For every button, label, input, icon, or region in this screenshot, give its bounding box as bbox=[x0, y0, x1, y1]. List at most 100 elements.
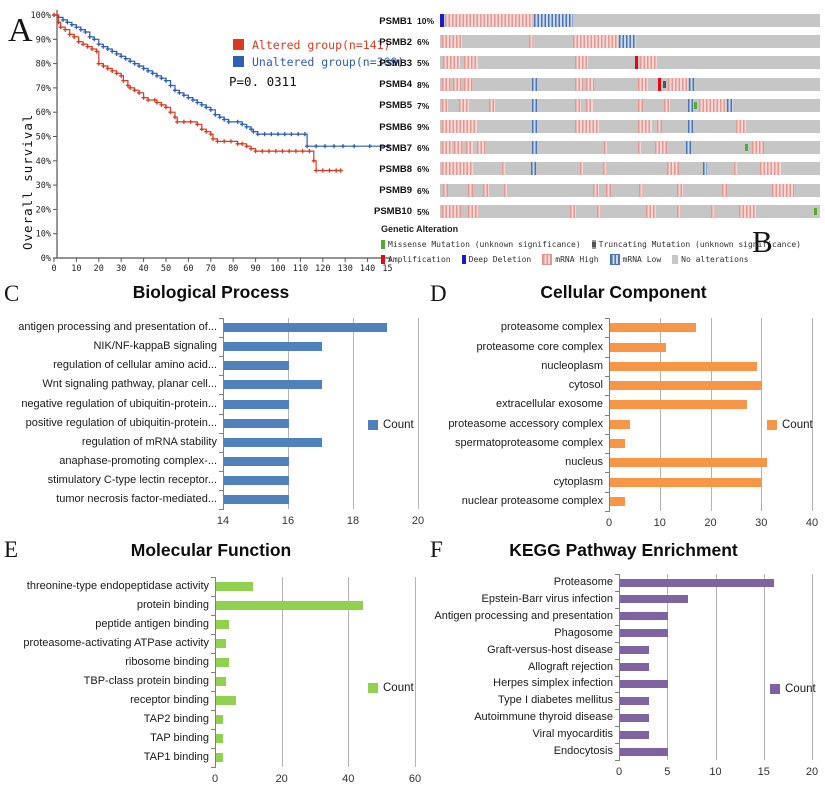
alteration-high bbox=[638, 183, 644, 197]
category-tick bbox=[615, 624, 619, 626]
x-tick-label: 110 bbox=[293, 264, 308, 274]
legend-item-altered: Altered group(n=141) bbox=[233, 36, 404, 53]
category-label: receptor binding bbox=[130, 694, 209, 706]
alteration-high bbox=[441, 98, 449, 112]
bar bbox=[224, 475, 289, 485]
altered-swatch-icon bbox=[233, 39, 244, 50]
alteration-high bbox=[654, 141, 668, 155]
alteration-high bbox=[444, 14, 534, 27]
bar bbox=[216, 601, 363, 610]
legend-item-del: Deep Deletion bbox=[461, 254, 531, 264]
bar bbox=[610, 342, 666, 352]
category-label: Antigen processing and presentation bbox=[434, 609, 613, 622]
x-tick-label: 20 bbox=[411, 515, 425, 527]
bar bbox=[216, 696, 236, 705]
gene-label: PSMB10 bbox=[373, 206, 412, 218]
category-label: Graft-versus-host disease bbox=[487, 643, 613, 656]
count-swatch-icon bbox=[770, 684, 780, 694]
gridline bbox=[667, 574, 669, 760]
chart-title-molecular-function: Molecular Function bbox=[130, 540, 292, 560]
alteration-high bbox=[676, 183, 684, 197]
alteration-high bbox=[710, 204, 716, 218]
category-tick bbox=[219, 356, 223, 358]
y-tick-label: 0% bbox=[41, 254, 51, 264]
alteration-high bbox=[452, 77, 462, 91]
alteration-low bbox=[727, 98, 733, 112]
gene-label: PSMB2 bbox=[379, 36, 412, 48]
bar bbox=[620, 646, 649, 655]
alteration-high bbox=[606, 183, 611, 197]
alteration-high bbox=[441, 204, 461, 218]
alteration-high bbox=[482, 183, 489, 197]
category-tick bbox=[615, 658, 619, 660]
chart-title-biological-process: Biological Process bbox=[132, 282, 290, 302]
legend-item-unaltered: Unaltered group(n=369) bbox=[233, 53, 404, 70]
category-tick bbox=[615, 743, 619, 745]
category-tick bbox=[615, 641, 619, 643]
category-tick bbox=[605, 453, 609, 455]
category-tick bbox=[219, 432, 223, 434]
survival-chart: 0% 10% 20% 30% 40% 50% 60% 70% 80% 90% 100% 0 10 20 30… bbox=[31, 10, 393, 274]
panel-overall-survival: A Overall survival 0% 10% 20% 30% 40% 50% 60% 7… bbox=[0, 0, 412, 278]
category-label: nuclear proteasome complex bbox=[461, 494, 603, 507]
alteration-mis bbox=[693, 101, 697, 109]
category-tick bbox=[605, 433, 609, 435]
bar bbox=[216, 639, 226, 648]
x-tick-label: 10 bbox=[71, 264, 81, 274]
x-tick-label: 150 bbox=[382, 264, 393, 274]
gene-alteration-pct: 7% bbox=[417, 100, 430, 111]
bar bbox=[620, 629, 669, 638]
count-legend: Count bbox=[368, 419, 414, 431]
gene-alteration-pct: 6% bbox=[417, 143, 430, 154]
bar bbox=[620, 730, 649, 739]
unaltered-swatch-icon bbox=[233, 56, 244, 67]
count-legend: Count bbox=[767, 419, 813, 431]
panel-label-d: D bbox=[430, 281, 447, 306]
alteration-low bbox=[531, 162, 536, 176]
alteration-high bbox=[676, 204, 682, 218]
x-tick-label: 20 bbox=[94, 264, 104, 274]
alteration-high bbox=[593, 183, 599, 197]
category-axis bbox=[223, 318, 224, 510]
alteration-high bbox=[463, 56, 478, 70]
bar bbox=[620, 612, 669, 621]
none-chip-icon bbox=[672, 254, 679, 264]
gene-label: PSMB9 bbox=[379, 185, 412, 197]
x-tick-label: 80 bbox=[228, 264, 238, 274]
del-chip-icon bbox=[461, 254, 466, 264]
category-label: TAP2 binding bbox=[143, 713, 209, 725]
gridline bbox=[715, 574, 717, 760]
y-tick-label: 10% bbox=[36, 230, 51, 240]
count-label: Count bbox=[782, 419, 813, 431]
category-tick bbox=[219, 489, 223, 491]
oncoprint-track bbox=[440, 14, 820, 27]
category-label: Herpes simplex infection bbox=[493, 677, 613, 690]
oncoprint-track bbox=[440, 162, 820, 176]
bar bbox=[620, 595, 688, 604]
bar bbox=[216, 620, 230, 629]
x-tick-label: 60 bbox=[183, 264, 193, 274]
low-chip-icon bbox=[609, 253, 620, 265]
count-swatch-icon bbox=[368, 683, 378, 693]
category-axis bbox=[619, 574, 620, 761]
legend-item-high: mRNA High bbox=[542, 253, 599, 265]
alteration-high bbox=[585, 77, 594, 91]
x-tick-label: 0 bbox=[51, 264, 56, 274]
altered-label: Altered group(n=141) bbox=[252, 37, 391, 52]
category-tick bbox=[615, 574, 619, 575]
alteration-high bbox=[529, 35, 533, 49]
x-tick-label: 0 bbox=[211, 773, 219, 785]
category-tick bbox=[605, 491, 609, 493]
category-label: positive regulation of ubiquitin-protein… bbox=[25, 416, 217, 429]
x-tick-label: 30 bbox=[116, 264, 126, 274]
oncoprint-legend-title: Genetic Alteration bbox=[381, 224, 459, 234]
alteration-mis bbox=[745, 144, 749, 152]
panel-molecular-function: E Molecular Function threonine-type endo… bbox=[0, 530, 422, 797]
alteration-low bbox=[703, 162, 708, 176]
gene-alteration-pct: 6% bbox=[417, 164, 430, 175]
alteration-high bbox=[667, 162, 680, 176]
x-tick-label: 10 bbox=[709, 766, 722, 778]
panel-oncoprint: PSMB1 10% PSMB2 6% PSMB3 5% PSMB4 8% PSMB5 7% PSMB… bbox=[370, 0, 825, 278]
category-tick bbox=[605, 472, 609, 474]
alteration-low bbox=[532, 120, 538, 133]
